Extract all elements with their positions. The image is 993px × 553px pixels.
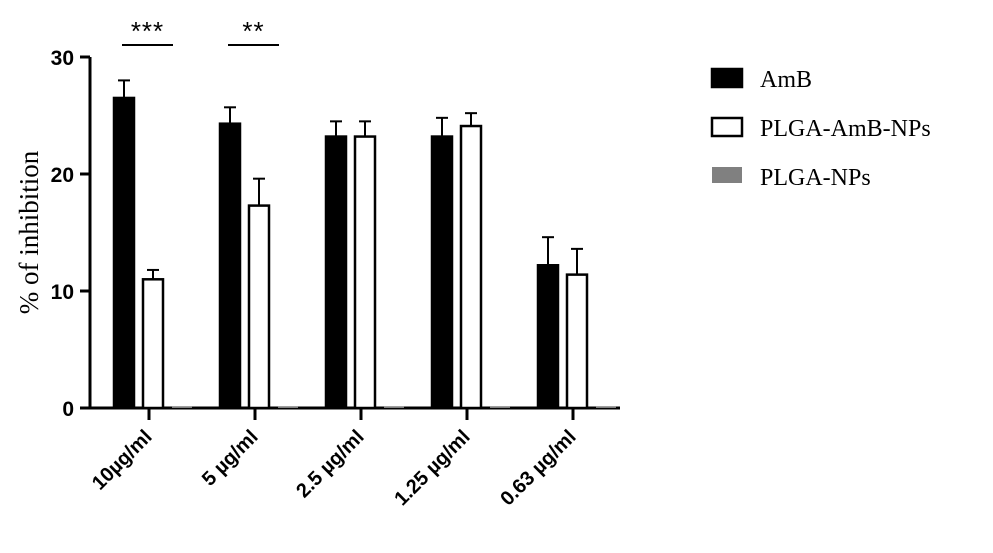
x-tick-label: 0.63 µg/ml bbox=[496, 426, 580, 510]
x-tick-label: 5 µg/ml bbox=[198, 426, 263, 491]
y-tick-label: 30 bbox=[51, 47, 74, 70]
bar-plga-nps bbox=[490, 406, 510, 408]
bar-amb bbox=[324, 135, 348, 410]
legend-label: AmB bbox=[760, 67, 812, 93]
significance-label: ** bbox=[242, 16, 264, 46]
legend-label: PLGA-NPs bbox=[760, 165, 871, 191]
bar-plga-amb-nps bbox=[141, 278, 165, 410]
y-tick-label: 20 bbox=[51, 164, 74, 187]
x-tick-label: 10µg/ml bbox=[88, 426, 157, 495]
bar-plga-amb-nps bbox=[247, 204, 271, 410]
bars bbox=[112, 96, 616, 410]
legend: AmB PLGA-AmB-NPs PLGA-NPs bbox=[710, 67, 931, 191]
y-tick-label: 10 bbox=[51, 281, 74, 304]
bar-amb bbox=[430, 135, 454, 410]
significance-markers: *** ** bbox=[122, 16, 279, 46]
bar-plga-nps bbox=[596, 406, 616, 408]
axes: 0 10 20 30 % of inhibition 10µg/ml 5 µg/ml 2.5 … bbox=[14, 47, 620, 510]
legend-label: PLGA-AmB-NPs bbox=[760, 116, 931, 142]
error-bars bbox=[118, 79, 583, 280]
x-tick-label: 1.25 µg/ml bbox=[390, 426, 474, 510]
legend-swatch bbox=[710, 116, 744, 138]
x-tick-label: 2.5 µg/ml bbox=[292, 426, 368, 502]
legend-swatch bbox=[712, 167, 742, 183]
bar-plga-amb-nps bbox=[459, 124, 483, 410]
bar-amb bbox=[536, 264, 560, 410]
y-tick-label: 0 bbox=[62, 398, 74, 421]
legend-swatch bbox=[710, 67, 744, 89]
y-axis-label: % of inhibition bbox=[14, 150, 44, 314]
bar-plga-amb-nps bbox=[565, 273, 589, 410]
bar-plga-nps bbox=[172, 406, 192, 408]
bar-plga-amb-nps bbox=[353, 135, 377, 410]
bar-plga-nps bbox=[278, 406, 298, 408]
bar-amb bbox=[218, 122, 242, 410]
bar-amb bbox=[112, 96, 136, 410]
bar-plga-nps bbox=[384, 406, 404, 408]
significance-label: *** bbox=[131, 16, 164, 46]
